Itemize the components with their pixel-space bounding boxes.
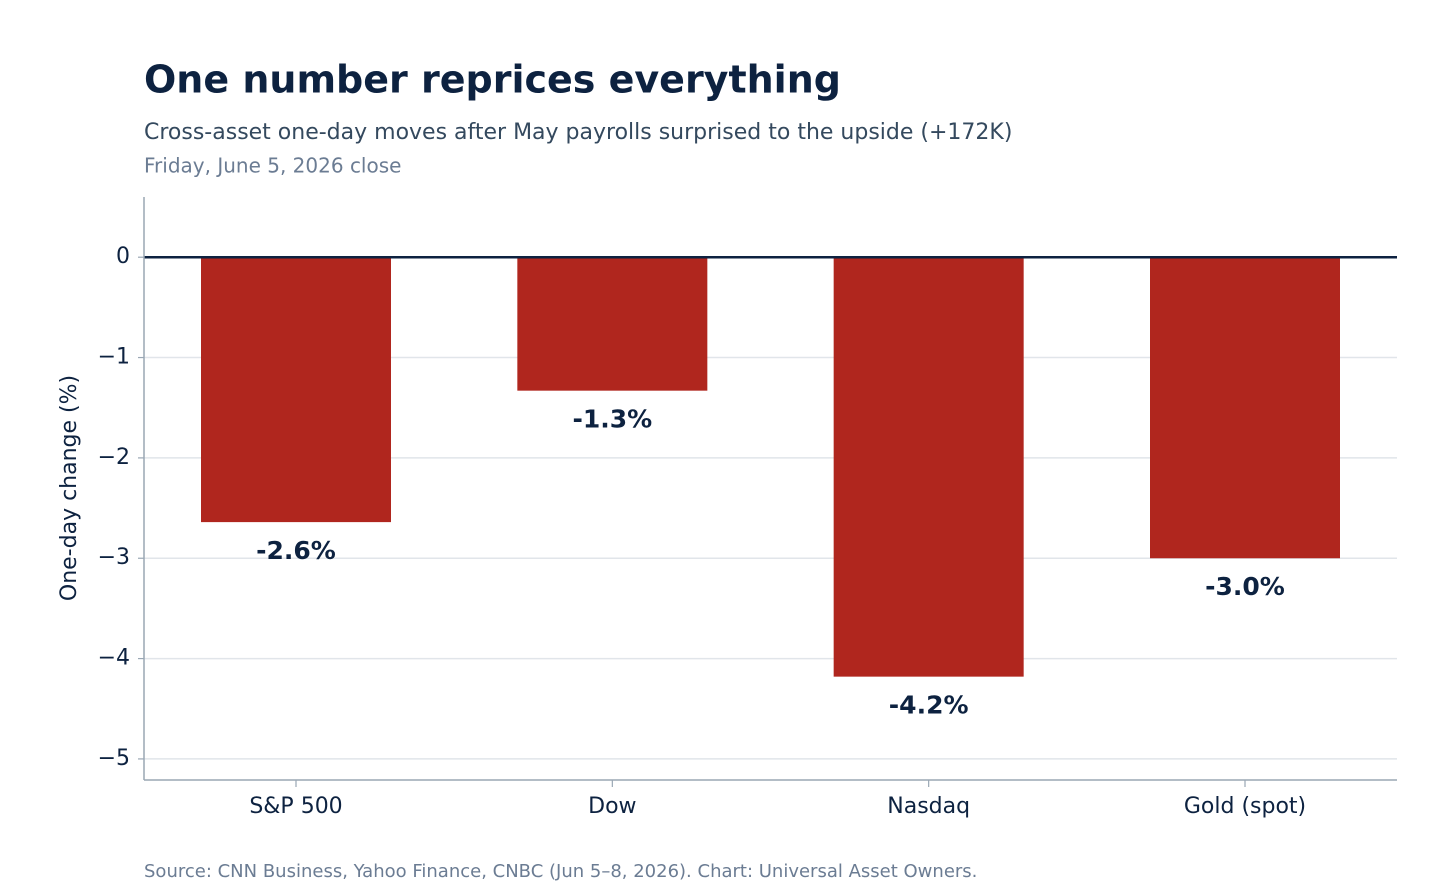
y-axis-label: One-day change (%) bbox=[57, 375, 82, 601]
source-note: Source: CNN Business, Yahoo Finance, CNB… bbox=[144, 861, 977, 882]
bar bbox=[833, 257, 1024, 677]
x-tick-label: S&P 500 bbox=[249, 794, 342, 819]
y-tick-label: 0 bbox=[116, 244, 130, 269]
bar bbox=[517, 257, 708, 391]
value-label: -3.0% bbox=[1205, 572, 1285, 601]
y-tick-label: −5 bbox=[98, 746, 130, 771]
chart-note: Friday, June 5, 2026 close bbox=[144, 154, 401, 178]
y-tick-label: −1 bbox=[98, 345, 130, 370]
y-tick-label: −2 bbox=[98, 445, 130, 470]
bar bbox=[1150, 257, 1340, 559]
y-tick-label: −3 bbox=[98, 545, 130, 570]
value-label: -4.2% bbox=[889, 691, 969, 720]
chart-subtitle: Cross-asset one-day moves after May payr… bbox=[144, 120, 1012, 145]
bar bbox=[201, 257, 391, 523]
x-tick-label: Gold (spot) bbox=[1184, 794, 1306, 819]
chart-title: One number reprices everything bbox=[144, 58, 841, 102]
y-tick-label: −4 bbox=[98, 646, 130, 671]
x-tick-label: Dow bbox=[588, 794, 636, 819]
value-label: -1.3% bbox=[572, 405, 652, 434]
value-label: -2.6% bbox=[256, 536, 336, 565]
x-tick-label: Nasdaq bbox=[887, 794, 970, 819]
